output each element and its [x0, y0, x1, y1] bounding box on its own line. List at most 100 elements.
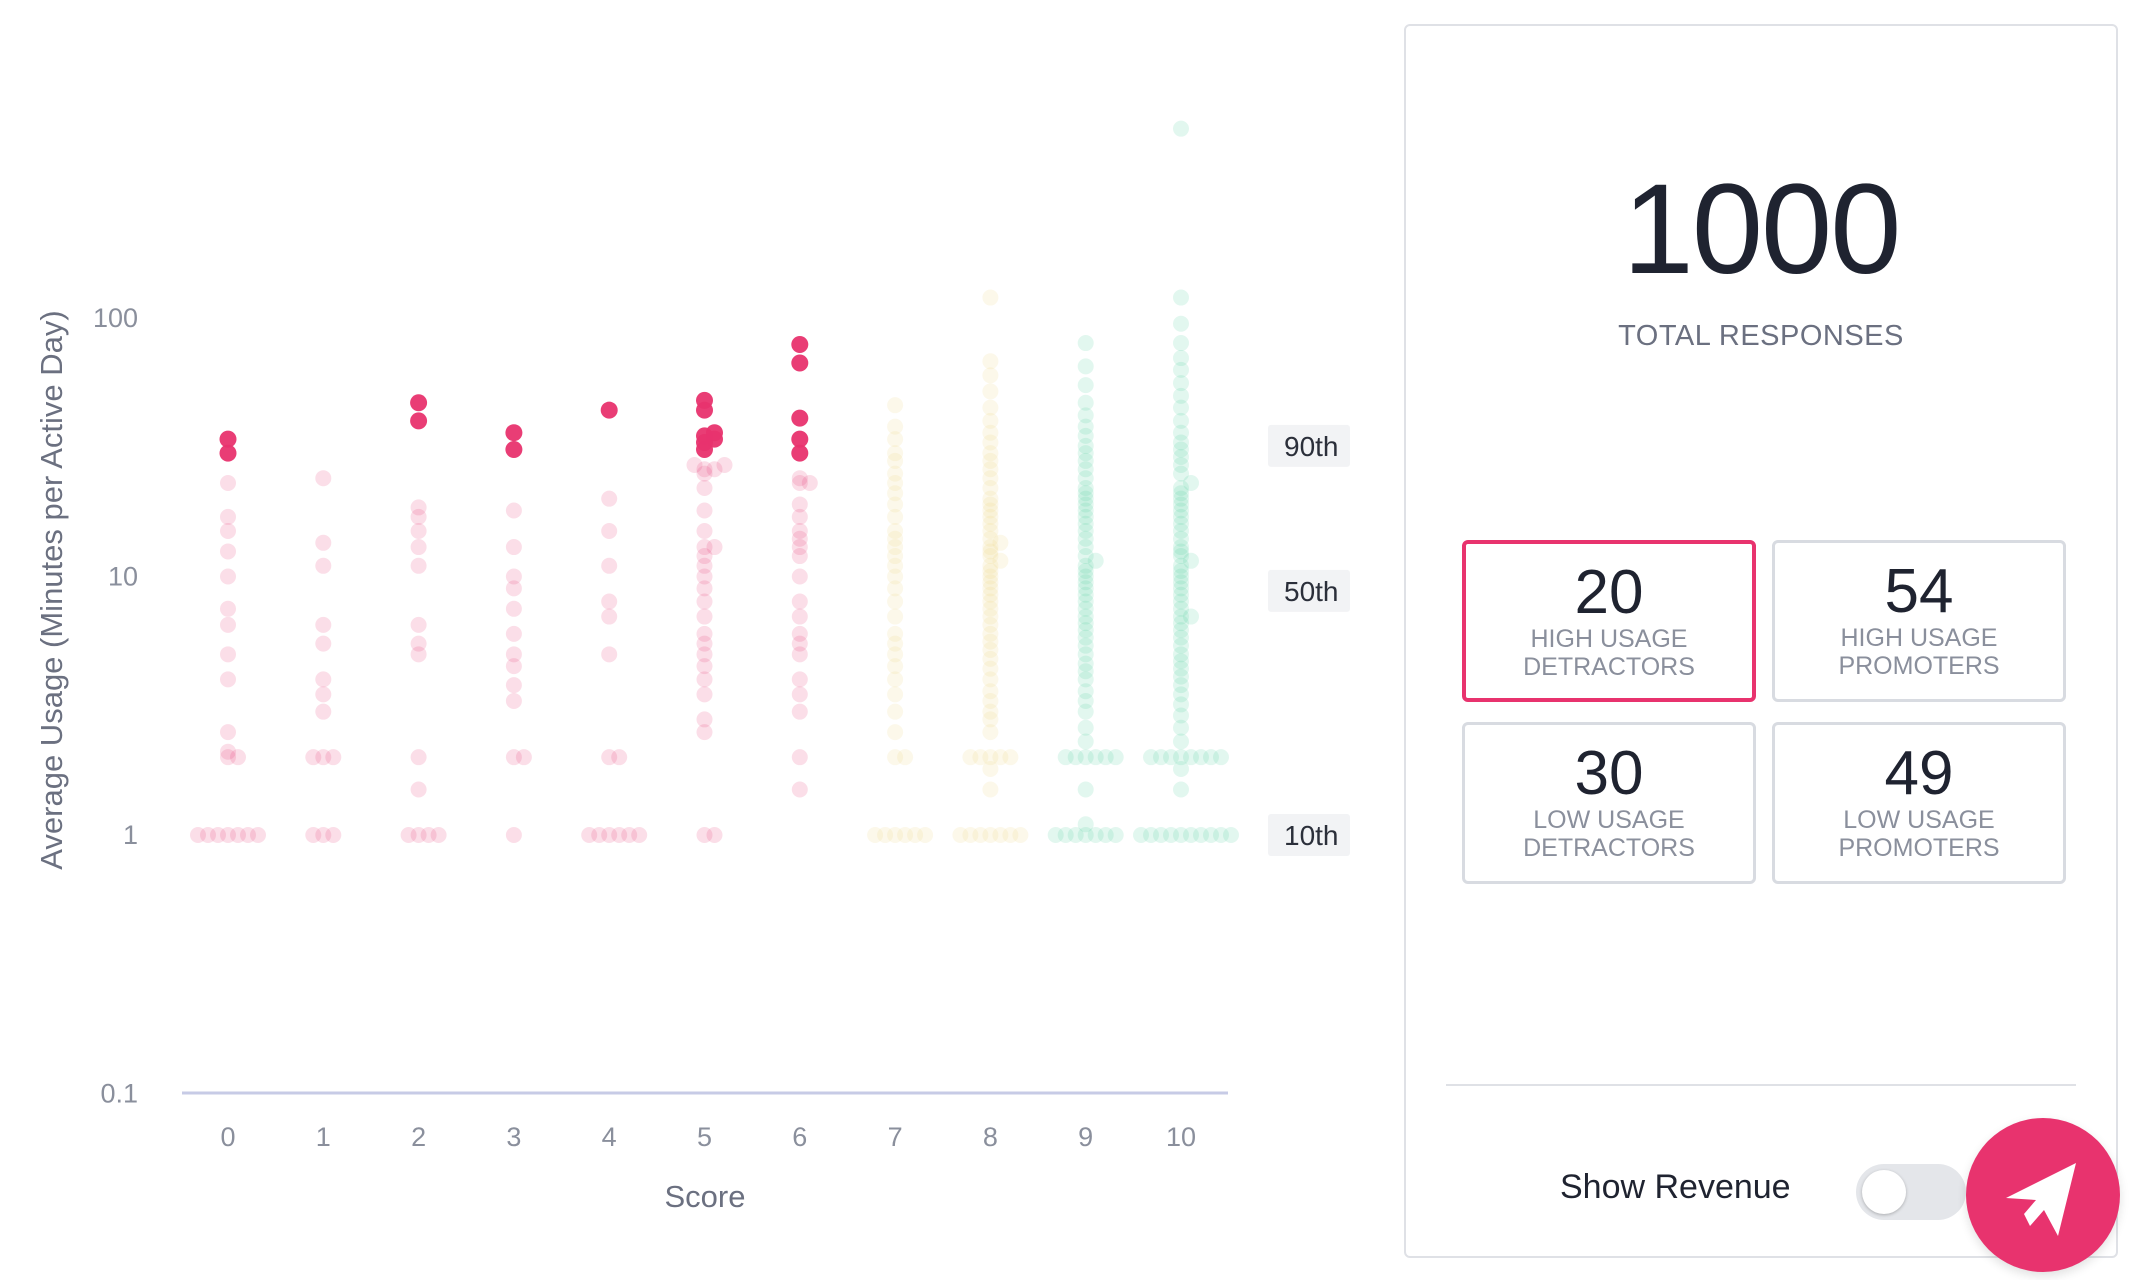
detractor-point — [791, 470, 808, 487]
data-points — [190, 120, 1239, 843]
promoter-point — [1173, 593, 1189, 610]
detractor-point — [696, 593, 713, 610]
low-usage-detractors-value: 30 — [1574, 739, 1644, 808]
passive-point — [887, 703, 904, 720]
passive-point — [982, 367, 999, 384]
detractor-point — [581, 827, 598, 843]
detractor-point — [791, 539, 808, 556]
promoter-point — [1173, 615, 1189, 632]
promoter-point — [1173, 557, 1189, 574]
detractor-point — [591, 827, 608, 843]
detractor-point — [230, 827, 246, 843]
total-responses-label: TOTAL RESPONSES — [1618, 320, 1904, 352]
detractor-point — [515, 749, 532, 766]
detractor-point — [696, 671, 713, 688]
detractor-point — [716, 456, 733, 473]
detractor-point — [696, 625, 713, 642]
detractor-point — [315, 749, 332, 766]
passive-point — [982, 580, 999, 597]
passive-point — [887, 635, 904, 652]
scatter-chart: 0.1 1 10 100 0 1 2 3 4 5 6 7 8 9 10 90th 50th 10th Scor… — [34, 120, 1350, 1214]
detractor-point — [686, 456, 703, 473]
detractor-point — [791, 508, 808, 525]
detractor-point — [325, 749, 342, 766]
passive-point — [887, 452, 904, 469]
passive-point — [887, 431, 904, 448]
promoter-point — [1133, 827, 1149, 843]
passive-point — [982, 692, 999, 709]
low-usage-promoters-card[interactable]: 49 LOW USAGE PROMOTERS — [1772, 722, 2066, 884]
promoter-point — [1173, 707, 1189, 724]
floating-action-button[interactable] — [1966, 1118, 2120, 1272]
passive-point — [992, 552, 1009, 569]
detractor-point — [601, 557, 618, 574]
detractor-point — [220, 522, 236, 539]
detractor-point — [696, 548, 713, 565]
promoter-point — [1077, 557, 1094, 574]
high-usage-detractors-label-line1: HIGH USAGE — [1530, 625, 1688, 654]
passive-point — [982, 445, 999, 462]
passive-point — [982, 522, 999, 539]
detractor-point — [315, 635, 332, 652]
passive-point — [887, 593, 904, 610]
passive-point — [982, 399, 999, 416]
promoter-point — [1077, 407, 1094, 424]
promoter-point — [1077, 437, 1094, 454]
high-usage-detractor-point — [706, 424, 723, 442]
passive-point — [877, 827, 894, 843]
promoter-point — [1193, 749, 1209, 766]
detractor-point — [696, 461, 713, 478]
detractor-point — [220, 827, 236, 843]
low-usage-detractors-card[interactable]: 30 LOW USAGE DETRACTORS — [1462, 722, 1756, 884]
detractor-point — [325, 827, 342, 843]
detractor-point — [305, 827, 322, 843]
detractor-point — [601, 593, 618, 610]
detractor-point — [200, 827, 216, 843]
high-usage-detractor-point — [600, 401, 618, 419]
high-usage-detractor-point — [791, 430, 809, 448]
promoter-point — [1077, 637, 1094, 654]
promoter-point — [1173, 120, 1189, 137]
promoter-point — [1077, 683, 1094, 700]
high-usage-promoters-card[interactable]: 54 HIGH USAGE PROMOTERS — [1772, 540, 2066, 702]
promoter-point — [1077, 816, 1094, 833]
detractor-point — [240, 827, 256, 843]
detractor-point — [601, 827, 618, 843]
high-usage-detractors-card[interactable]: 20 HIGH USAGE DETRACTORS — [1462, 540, 1756, 702]
passive-point — [982, 574, 999, 591]
promoter-point — [1077, 515, 1094, 532]
x-tick-label: 8 — [983, 1122, 998, 1152]
passive-point — [982, 353, 999, 370]
high-usage-promoters-label-line1: HIGH USAGE — [1840, 624, 1998, 653]
promoter-point — [1173, 668, 1189, 685]
passive-point — [982, 625, 999, 642]
promoter-point — [1077, 671, 1094, 688]
promoter-point — [1173, 350, 1189, 367]
passive-point — [982, 568, 999, 585]
detractor-point — [305, 749, 322, 766]
detractor-point — [190, 827, 206, 843]
detractor-point — [410, 499, 427, 516]
high-usage-detractor-point — [791, 409, 809, 427]
detractor-point — [420, 827, 437, 843]
detractor-point — [601, 646, 618, 663]
detractor-point — [505, 677, 522, 694]
x-tick-label: 5 — [697, 1122, 712, 1152]
x-tick-label: 9 — [1078, 1122, 1093, 1152]
promoter-point — [1173, 563, 1189, 580]
promoter-point — [1077, 593, 1094, 610]
promoter-point — [1173, 761, 1189, 778]
promoter-point — [1173, 608, 1189, 625]
high-usage-detractor-point — [791, 335, 809, 353]
x-tick-label: 1 — [316, 1122, 331, 1152]
detractor-point — [505, 658, 522, 675]
promoter-point — [1173, 315, 1189, 332]
detractor-point — [410, 508, 427, 525]
promoter-point — [1077, 548, 1094, 565]
promoter-point — [1077, 827, 1094, 843]
passive-point — [887, 557, 904, 574]
passive-point — [982, 660, 999, 677]
show-revenue-toggle[interactable] — [1856, 1164, 1966, 1220]
percentile-box — [1268, 814, 1350, 856]
passive-point — [982, 593, 999, 610]
